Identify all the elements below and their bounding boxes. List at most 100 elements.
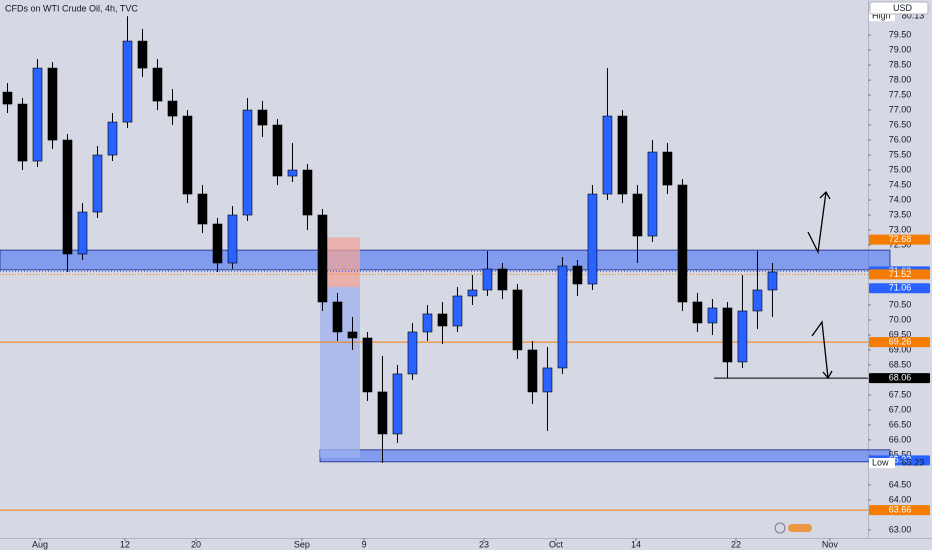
x-tick-label: Nov <box>822 539 839 549</box>
candle-body <box>437 313 448 327</box>
candle-body <box>197 193 208 225</box>
candle-body <box>752 289 763 312</box>
price-tag-label: 72.68 <box>889 234 912 244</box>
price-tag <box>869 269 930 280</box>
y-tick-label: 68.50 <box>889 359 912 369</box>
candle-body <box>257 109 268 126</box>
y-tick-label: 67.00 <box>889 404 912 414</box>
logo <box>774 522 812 534</box>
y-tick-label: 65.50 <box>889 449 912 459</box>
candle-body <box>422 313 433 333</box>
candle-body <box>767 271 778 291</box>
y-tick-label: 76.50 <box>889 119 912 129</box>
candle-body <box>632 193 643 237</box>
y-tick-label: 69.50 <box>889 329 912 339</box>
candle-body <box>92 154 103 213</box>
x-tick-label: 14 <box>631 539 641 549</box>
x-tick-label: 22 <box>731 539 741 549</box>
y-tick-label: 75.00 <box>889 164 912 174</box>
x-tick-label: Sep <box>294 539 310 549</box>
candle-body <box>182 115 193 195</box>
y-tick-label: 73.50 <box>889 209 912 219</box>
candle-body <box>362 337 373 393</box>
candle-body <box>287 169 298 177</box>
candle-body <box>242 109 253 216</box>
candle-body <box>677 184 688 303</box>
y-tick-label: 79.00 <box>889 44 912 54</box>
candle-body <box>62 139 73 255</box>
y-tick-label: 75.50 <box>889 149 912 159</box>
y-tick-label: 73.00 <box>889 224 912 234</box>
chart-title: CFDs on WTI Crude Oil, 4h, TVC <box>5 3 138 13</box>
price-tag <box>869 283 930 294</box>
zone <box>0 249 891 271</box>
marker-name: Low <box>872 457 889 467</box>
candle-body <box>212 223 223 264</box>
candle-body <box>692 301 703 324</box>
marker-name: High <box>872 11 891 21</box>
marker-box <box>869 458 895 469</box>
candle-body <box>467 289 478 297</box>
candle-body <box>347 331 358 339</box>
price-tag <box>869 373 930 384</box>
price-tag-label: 65.32 <box>889 455 912 465</box>
candle-body <box>527 349 538 393</box>
y-tick-label: 66.50 <box>889 419 912 429</box>
candle-body <box>647 151 658 237</box>
x-tick-label: 20 <box>191 539 201 549</box>
y-tick-label: 69.00 <box>889 344 912 354</box>
candle-body <box>587 193 598 285</box>
y-tick-label: 64.50 <box>889 479 912 489</box>
y-tick-label: 74.00 <box>889 194 912 204</box>
candle-body <box>122 40 133 123</box>
price-tag-label: 69.26 <box>889 337 912 347</box>
candle-body <box>722 307 733 363</box>
candle-body <box>557 265 568 369</box>
candle-body <box>512 289 523 351</box>
candle-body <box>662 151 673 186</box>
y-tick-label: 64.00 <box>889 494 912 504</box>
y-tick-label: 74.50 <box>889 179 912 189</box>
candle-body <box>482 268 493 291</box>
candle-body <box>377 391 388 435</box>
y-tick-label: 76.00 <box>889 134 912 144</box>
price-tag <box>869 505 930 516</box>
y-tick-label: 63.00 <box>889 524 912 534</box>
candle-body <box>452 295 463 327</box>
candle-body <box>542 367 553 393</box>
x-tick-label: 23 <box>479 539 489 549</box>
candle-body <box>332 301 343 333</box>
candle-body <box>107 121 118 156</box>
y-tick-label: 78.00 <box>889 74 912 84</box>
candle-body <box>302 169 313 216</box>
y-tick-label: 67.50 <box>889 389 912 399</box>
marker-value: 80.13 <box>902 11 925 21</box>
candle-body <box>572 265 583 285</box>
candle-body <box>47 67 58 141</box>
currency-box <box>869 1 929 15</box>
y-tick-label: 66.00 <box>889 434 912 444</box>
marker-value: 65.23 <box>902 457 925 467</box>
candle-body <box>272 124 283 177</box>
candle-body <box>617 115 628 195</box>
price-tag <box>869 234 930 245</box>
candle-body <box>707 307 718 324</box>
zone <box>319 449 891 463</box>
candle-body <box>137 40 148 69</box>
price-tag <box>869 337 930 348</box>
candle-body <box>602 115 613 195</box>
x-tick-label: 9 <box>362 539 367 549</box>
y-tick-label: 70.50 <box>889 299 912 309</box>
candle-body <box>167 100 178 117</box>
marker-box <box>869 11 895 22</box>
plot: 79.50 79.00 78.50 78.00 77.50 77.00 76.50 76.00… <box>0 11 930 549</box>
candle-body <box>227 214 238 264</box>
candle-body <box>392 373 403 435</box>
arrow-up <box>807 190 831 255</box>
candle-body <box>77 211 88 255</box>
y-tick-label: 79.50 <box>889 29 912 39</box>
y-tick-label: 78.50 <box>889 59 912 69</box>
candle-body <box>2 91 13 105</box>
